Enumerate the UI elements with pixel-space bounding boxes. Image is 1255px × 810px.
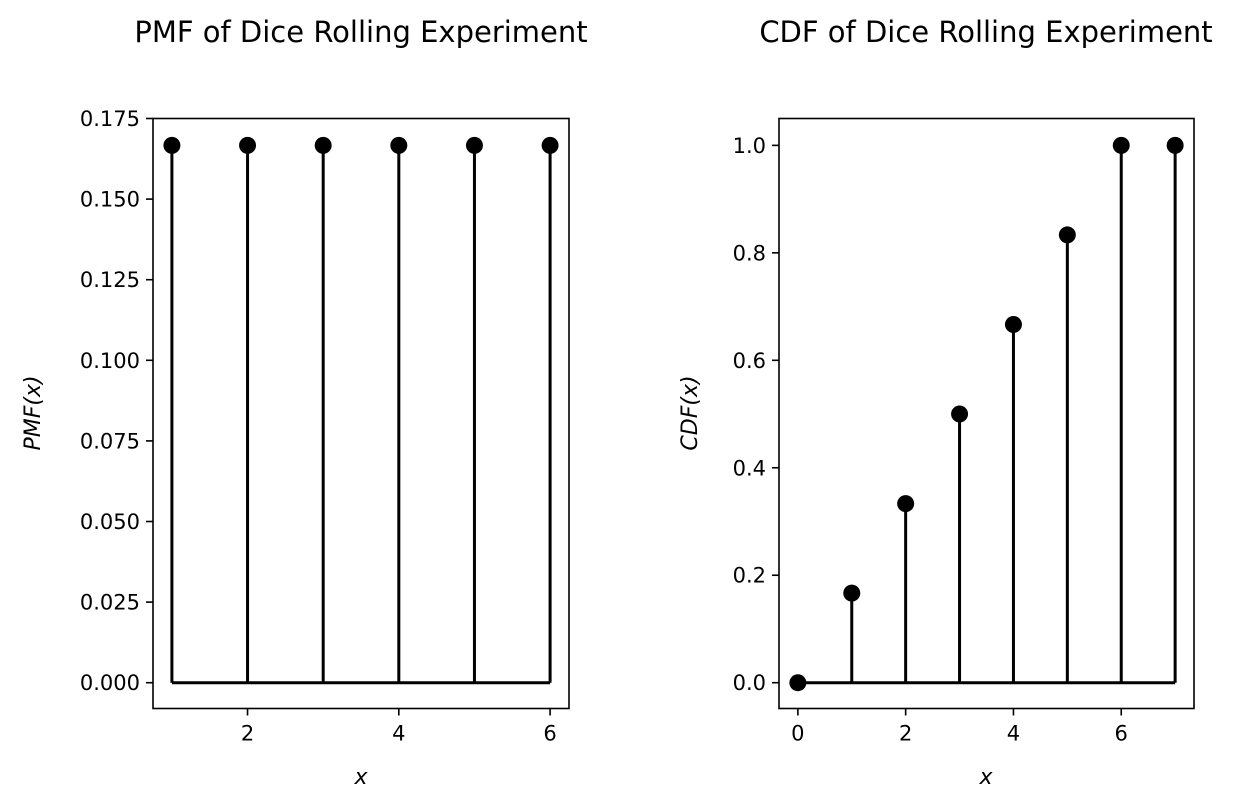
pmf-x-tick-label: 6: [543, 722, 556, 746]
cdf-stem-marker: [1004, 315, 1022, 333]
pmf-y-tick-label: 0.150: [80, 188, 140, 212]
cdf-y-tick-label: 0.2: [733, 564, 766, 588]
cdf-x-tick-label: 0: [791, 722, 804, 746]
pmf-x-axis-label: x: [353, 765, 368, 790]
cdf-stem-marker: [1166, 136, 1184, 154]
pmf-stem-marker: [465, 136, 483, 154]
pmf-y-tick-label: 0.000: [80, 671, 140, 695]
cdf-chart-title: CDF of Dice Rolling Experiment: [759, 15, 1212, 49]
pmf-y-tick-label: 0.100: [80, 349, 140, 373]
cdf-y-axis-label: CDF(x): [678, 375, 703, 450]
cdf-x-tick-label: 2: [899, 722, 912, 746]
cdf-stem-marker: [843, 584, 861, 602]
pmf-stem-marker: [239, 136, 257, 154]
cdf-y-tick-label: 0.4: [733, 456, 766, 480]
cdf-x-tick-label: 6: [1115, 722, 1128, 746]
pmf-stem-marker: [390, 136, 408, 154]
cdf-y-tick-label: 1.0: [733, 134, 766, 158]
cdf-stem-marker: [789, 674, 807, 692]
cdf-y-tick-label: 0.8: [733, 241, 766, 265]
cdf-stem-marker: [951, 405, 969, 423]
pmf-chart: PMF of Dice Rolling Experiment 2 4 6 0.000 0…: [21, 15, 588, 790]
pmf-stem-marker: [541, 136, 559, 154]
cdf-axes-frame: [778, 117, 1195, 710]
pmf-ticks: 2 4 6 0.000 0.025 0.050 0.075 0.100 0.125 0.150 0.…: [80, 107, 557, 746]
cdf-x-axis-label: x: [978, 765, 993, 790]
cdf-ticks: 0 2 4 6 0.0 0.2 0.4 0.6 0.8 1.0: [733, 134, 1128, 746]
pmf-y-tick-label: 0.125: [80, 268, 140, 292]
cdf-stem-marker: [897, 495, 915, 513]
cdf-stems: [789, 136, 1184, 692]
cdf-y-tick-label: 0.6: [733, 349, 766, 373]
pmf-x-tick-label: 4: [392, 722, 405, 746]
pmf-axes-frame: [152, 117, 570, 710]
pmf-y-tick-label: 0.075: [80, 429, 140, 453]
pmf-chart-title: PMF of Dice Rolling Experiment: [134, 15, 587, 49]
cdf-y-tick-label: 0.0: [733, 671, 766, 695]
cdf-stem-marker: [1112, 136, 1130, 154]
pmf-stem-marker: [314, 136, 332, 154]
pmf-y-tick-label: 0.175: [80, 107, 140, 131]
pmf-y-tick-label: 0.050: [80, 510, 140, 534]
cdf-stem-marker: [1058, 226, 1076, 244]
pmf-stem-marker: [163, 136, 181, 154]
pmf-y-tick-label: 0.025: [80, 591, 140, 615]
cdf-x-tick-label: 4: [1007, 722, 1020, 746]
pmf-x-tick-label: 2: [241, 722, 254, 746]
pmf-stems: [163, 136, 559, 685]
cdf-chart: CDF of Dice Rolling Experiment 0 2 4 6 0.0 0.…: [678, 15, 1213, 790]
pmf-y-axis-label: PMF(x): [21, 375, 46, 450]
